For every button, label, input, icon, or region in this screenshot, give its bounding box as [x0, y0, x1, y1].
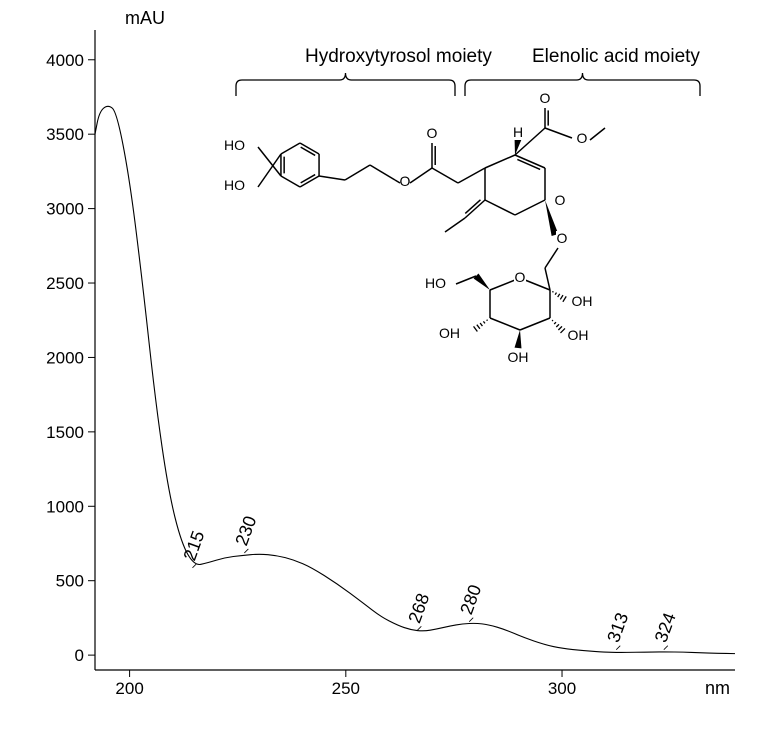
svg-text:313: 313: [603, 610, 632, 645]
peak-label: 324: [651, 610, 680, 645]
svg-text:324: 324: [651, 610, 680, 645]
y-tick-label: 3000: [46, 200, 84, 219]
x-tick-label: 300: [548, 679, 576, 698]
molecule-structure: HOHOOOOHOOOOOHOHOHOHHO: [224, 90, 605, 365]
chart-svg: 0 500 1000 1500 2000 2500 3000 3500 4000 200 250 30…: [0, 0, 778, 729]
svg-text:O: O: [427, 125, 438, 141]
peak-label: 215: [179, 528, 208, 563]
y-tick-label: 2500: [46, 274, 84, 293]
uv-spectrum-chart: 0 500 1000 1500 2000 2500 3000 3500 4000 200 250 30…: [0, 0, 778, 729]
peak-label: 230: [231, 513, 260, 548]
svg-text:OH: OH: [508, 349, 529, 365]
peak-label: 313: [603, 610, 632, 645]
x-tick-label: 200: [115, 679, 143, 698]
svg-text:HO: HO: [224, 177, 245, 193]
x-tick-label: 250: [332, 679, 360, 698]
svg-text:O: O: [540, 90, 551, 106]
svg-text:H: H: [513, 124, 523, 140]
moiety-label-left: Hydroxytyrosol moiety: [305, 46, 492, 67]
svg-text:O: O: [577, 130, 588, 146]
y-tick-label: 1500: [46, 423, 84, 442]
svg-text:HO: HO: [224, 137, 245, 153]
svg-text:215: 215: [179, 528, 208, 563]
moiety-label-right: Elenolic acid moiety: [532, 46, 700, 67]
y-tick-label: 1000: [46, 497, 84, 516]
bracket: [236, 73, 455, 96]
svg-text:OH: OH: [568, 327, 589, 343]
bracket: [465, 73, 700, 96]
svg-text:O: O: [555, 192, 566, 208]
x-axis-label: nm: [705, 678, 730, 698]
svg-text:230: 230: [231, 513, 260, 548]
peak-label: 268: [404, 591, 433, 626]
svg-text:HO: HO: [425, 275, 446, 291]
svg-text:280: 280: [456, 582, 485, 617]
y-axis-label: mAU: [125, 8, 165, 28]
svg-text:O: O: [400, 173, 411, 189]
y-tick-label: 4000: [46, 51, 84, 70]
spectrum-line: [95, 106, 735, 653]
y-tick-label: 500: [56, 572, 84, 591]
peak-label: 280: [456, 582, 485, 617]
y-tick-label: 0: [75, 646, 84, 665]
y-tick-label: 2000: [46, 348, 84, 367]
svg-text:268: 268: [404, 591, 433, 626]
svg-text:OH: OH: [439, 325, 460, 341]
svg-text:O: O: [557, 230, 568, 246]
y-tick-label: 3500: [46, 125, 84, 144]
svg-text:OH: OH: [572, 293, 593, 309]
svg-text:O: O: [515, 269, 526, 285]
